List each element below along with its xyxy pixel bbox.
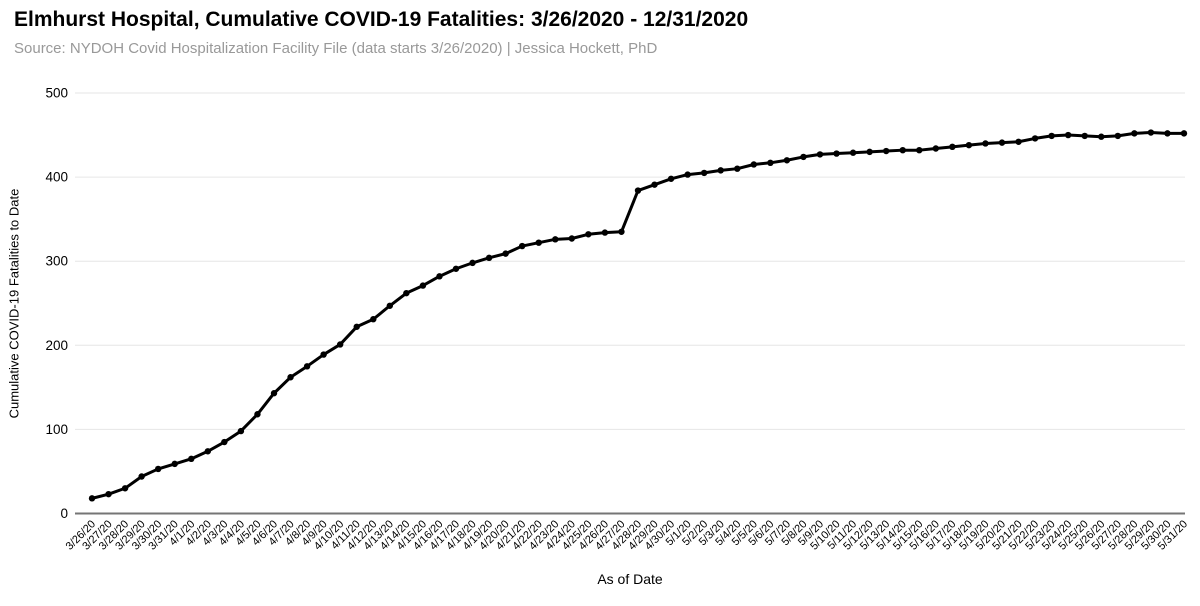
data-point-marker <box>634 187 642 194</box>
data-point-marker <box>502 250 509 257</box>
data-point-marker <box>535 239 542 246</box>
data-point-marker <box>105 490 112 498</box>
data-point-marker <box>1064 131 1072 139</box>
data-point-marker <box>1131 130 1138 137</box>
data-point-marker <box>866 148 873 156</box>
data-point-marker <box>88 495 96 502</box>
data-point-marker <box>1048 132 1055 140</box>
data-point-marker <box>816 151 824 158</box>
data-point-marker <box>353 323 360 330</box>
data-point-marker <box>303 363 311 370</box>
data-point-marker <box>1180 130 1188 137</box>
data-point-marker <box>585 231 592 238</box>
data-point-marker <box>469 259 476 267</box>
data-point-marker <box>237 427 245 435</box>
y-tick-label: 400 <box>45 170 68 185</box>
data-point-marker <box>121 485 129 492</box>
data-point-marker <box>154 465 162 473</box>
data-point-marker <box>320 351 327 358</box>
data-point-marker <box>618 228 625 235</box>
data-point-marker <box>370 316 377 323</box>
data-point-marker <box>932 145 940 152</box>
data-point-marker <box>783 157 791 164</box>
data-point-marker <box>188 455 195 463</box>
data-point-marker <box>254 411 261 418</box>
y-tick-label: 500 <box>45 86 68 101</box>
data-point-marker <box>171 460 178 468</box>
y-tick-label: 300 <box>45 254 68 269</box>
chart-title: Elmhurst Hospital, Cumulative COVID-19 F… <box>14 8 749 31</box>
data-point-marker <box>899 146 906 154</box>
data-point-marker <box>882 147 890 155</box>
data-point-marker <box>452 265 460 272</box>
chart-subtitle: Source: NYDOH Covid Hospitalization Faci… <box>14 40 658 57</box>
data-point-marker <box>717 167 724 174</box>
data-point-marker <box>336 341 344 348</box>
data-point-marker <box>270 390 278 397</box>
data-point-marker <box>916 146 923 154</box>
data-point-marker <box>386 302 394 309</box>
data-point-marker <box>204 448 212 455</box>
data-point-marker <box>849 149 857 156</box>
data-point-marker <box>750 161 758 168</box>
y-tick-label: 100 <box>45 422 68 437</box>
data-point-marker <box>1081 132 1088 140</box>
data-point-marker <box>949 143 956 151</box>
data-point-marker <box>998 139 1006 146</box>
data-point-marker <box>1147 129 1155 136</box>
data-point-marker <box>651 181 658 188</box>
data-point-marker <box>700 169 708 177</box>
y-tick-label: 200 <box>45 338 68 353</box>
data-point-marker <box>982 140 989 147</box>
data-point-marker <box>684 171 691 178</box>
data-point-marker <box>1164 130 1171 137</box>
data-point-marker <box>1031 135 1039 142</box>
data-point-marker <box>287 374 294 381</box>
y-tick-label: 0 <box>60 506 68 521</box>
x-axis-title: As of Date <box>597 571 663 587</box>
data-point-marker <box>734 165 741 172</box>
data-point-marker <box>221 438 228 446</box>
data-point-marker <box>833 150 840 157</box>
data-point-marker <box>485 254 493 262</box>
data-point-marker <box>552 236 559 243</box>
data-point-marker <box>138 473 145 480</box>
data-point-marker <box>800 153 807 161</box>
data-point-marker <box>568 235 576 242</box>
data-point-marker <box>667 175 675 182</box>
data-point-marker <box>436 273 443 280</box>
data-point-marker <box>965 141 973 149</box>
data-point-marker <box>767 159 774 167</box>
data-point-marker <box>1114 132 1122 140</box>
data-point-marker <box>518 242 526 250</box>
data-point-marker <box>601 229 609 236</box>
data-point-marker <box>403 289 410 297</box>
data-point-marker <box>1098 133 1105 140</box>
data-point-marker <box>1015 138 1022 145</box>
data-point-marker <box>419 282 427 289</box>
